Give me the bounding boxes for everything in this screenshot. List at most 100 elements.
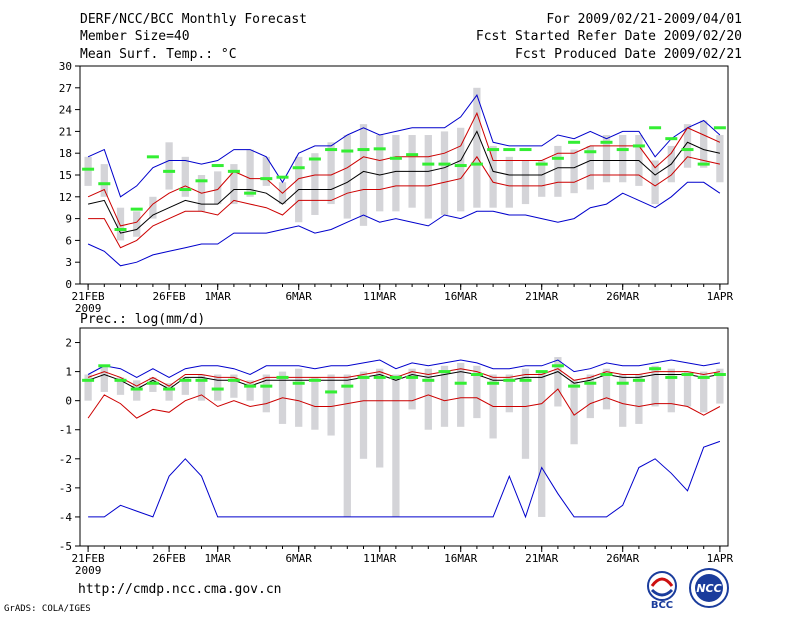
y-tick-label: 0 (65, 395, 72, 408)
y-tick-label: -4 (59, 511, 73, 524)
y-tick-label: 15 (59, 169, 72, 182)
series-max-line (87, 94, 721, 198)
x-tick-label: 11MAR (363, 290, 396, 303)
series-mean-line (87, 371, 720, 390)
spread-box (602, 368, 611, 410)
spread-box (246, 380, 254, 401)
spread-box (246, 149, 254, 197)
spread-box (538, 371, 546, 517)
spread-box (359, 371, 368, 459)
spread-box (311, 377, 319, 430)
started-date: Fcst Started Refer Date 2009/02/20 (475, 29, 742, 44)
spread-box (392, 135, 400, 212)
spread-box (521, 368, 530, 459)
spread-box (505, 374, 513, 413)
x-tick-label: 1MAR (204, 552, 231, 565)
y-tick-label: -5 (59, 540, 72, 553)
spread-box (554, 357, 562, 407)
spread-box (570, 380, 578, 445)
spread-box (457, 362, 465, 427)
y-tick-label: -3 (59, 482, 72, 495)
spread-box (619, 374, 627, 427)
spread-box (473, 87, 481, 208)
spread-box (440, 365, 449, 427)
x-tick-label: 21MAR (525, 552, 558, 565)
spread-box (457, 127, 465, 212)
spread-box (424, 135, 432, 219)
spread-box (667, 368, 675, 413)
produced-date: Fcst Produced Date 2009/02/21 (515, 47, 742, 62)
spread-box (586, 374, 594, 419)
y-tick-label: 3 (65, 256, 72, 269)
x-tick-label: 1MAR (204, 290, 231, 303)
spread-box (327, 142, 335, 205)
spread-box (181, 377, 189, 395)
spread-box (262, 156, 270, 186)
x-tick-label: 21FEB (72, 552, 105, 565)
spread-box (133, 211, 141, 237)
spread-box (602, 135, 611, 183)
x-tick-label: 16MAR (444, 552, 477, 565)
x-tick-label: 26FEB (153, 552, 186, 565)
y-tick-label: -1 (59, 424, 72, 437)
y-tick-label: 27 (59, 82, 72, 95)
spread-box (619, 135, 627, 183)
spread-box (424, 368, 432, 430)
y-tick-label: 6 (65, 234, 72, 247)
series-upper-line (87, 368, 720, 387)
spread-box (343, 374, 351, 517)
grads-credit: GrADS: COLA/IGES (4, 604, 91, 614)
spread-box (230, 164, 238, 205)
series-mean-line (87, 130, 721, 234)
spread-box (635, 374, 643, 424)
x-tick-label: 21MAR (525, 290, 558, 303)
series-min-line (87, 181, 721, 267)
x-tick-label: 6MAR (285, 290, 312, 303)
forecast-period: For 2009/02/21-2009/04/01 (546, 12, 742, 27)
spread-box (311, 153, 319, 215)
spread-box (716, 368, 724, 404)
y-tick-label: 1 (65, 366, 72, 379)
spread-box (84, 374, 92, 401)
x-tick-label: 11MAR (363, 552, 396, 565)
spread-box (84, 156, 92, 186)
spread-box (116, 377, 125, 395)
spread-box (214, 171, 222, 205)
spread-box (100, 164, 108, 197)
spread-box (716, 135, 724, 183)
spread-box (570, 149, 578, 194)
y-tick-label: 30 (59, 60, 72, 73)
chart-panel-2: -5 -4 -3 -2 -1 0 1 2 21FEB 26FEB 1MAR 6MAR 11MAR 16MA… (59, 312, 734, 577)
spread-box (230, 374, 238, 398)
y-tick-label: 12 (59, 191, 72, 204)
x-tick-label: 16MAR (444, 290, 477, 303)
member-size: Member Size=40 (80, 29, 190, 44)
x-tick-label: 21FEB (72, 290, 105, 303)
spread-box (327, 374, 335, 436)
spread-box (440, 131, 449, 215)
spread-box (554, 145, 562, 197)
series-upper-line (87, 111, 721, 227)
spread-box (197, 374, 206, 401)
website-url[interactable]: http://cmdp.ncc.cma.gov.cn (78, 582, 282, 597)
spread-box (408, 368, 416, 410)
spread-box (538, 160, 546, 197)
x-tick-label: 1APR (707, 290, 734, 303)
bcc-logo: BCC (640, 568, 684, 614)
spread-box (473, 365, 481, 419)
x-tick-label: 6MAR (285, 552, 312, 565)
spread-box (651, 160, 659, 205)
chart-title: DERF/NCC/BCC Monthly Forecast (80, 12, 307, 27)
spread-box (116, 207, 125, 241)
spread-box (392, 374, 400, 517)
y-tick-label: 18 (59, 147, 72, 160)
y-tick-label: 24 (59, 104, 73, 117)
spread-box (489, 145, 497, 208)
x-tick-label: 26MAR (606, 552, 639, 565)
ncc-logo: NCC (686, 568, 732, 614)
spread-box (683, 124, 692, 168)
plot-frame (79, 327, 729, 547)
variable-label: Mean Surf. Temp.: °C (80, 47, 237, 62)
x-tick-label: 1APR (707, 552, 734, 565)
